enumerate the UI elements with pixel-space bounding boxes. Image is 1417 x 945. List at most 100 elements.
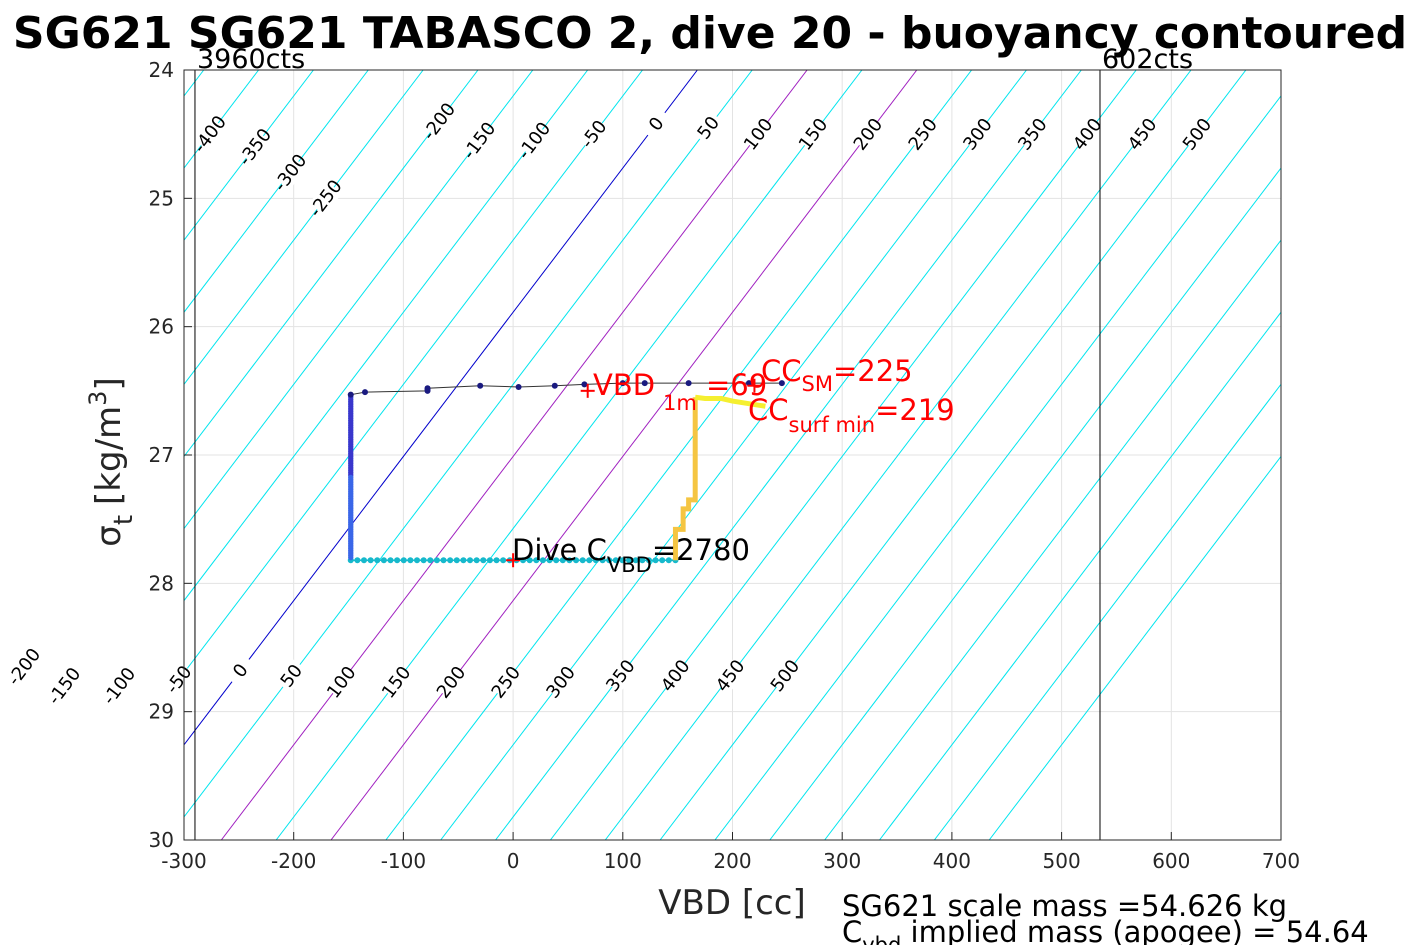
y-label-sub: t (109, 515, 139, 525)
contour-label-bg (238, 129, 272, 165)
contour-label-bg (906, 116, 940, 152)
contour-line (0, 70, 94, 840)
contour-line (714, 95, 1281, 840)
bottom-track-point (460, 557, 467, 564)
cc-sm-annotation: CCSM=225 (761, 354, 913, 396)
bottom-track-point (645, 557, 652, 564)
dive-series (347, 380, 785, 564)
contour-label-bg (489, 664, 523, 700)
contour-label-bg (224, 653, 257, 688)
bottom-track-point (553, 557, 560, 564)
bottom-track-point (367, 557, 374, 564)
contour-line (330, 70, 918, 840)
x-tick-label: 600 (1152, 849, 1190, 873)
y-tick-label: 28 (149, 571, 174, 595)
x-tick-label: 100 (604, 849, 642, 873)
y-tick-label: 25 (149, 186, 174, 210)
climb-track-point (685, 380, 692, 387)
contour-line (988, 455, 1281, 840)
contour-line (184, 70, 534, 530)
x-axis-label: VBD [cc] (658, 883, 806, 923)
contour-label-bg (324, 664, 358, 700)
contour-label-bg (1125, 116, 1159, 152)
contour-label-bg (768, 658, 802, 693)
y-tick-label: 30 (149, 828, 174, 852)
contour-label-bg (604, 658, 637, 693)
contour-label-bg (273, 155, 307, 190)
bottom-track-point (665, 557, 672, 564)
bottom-track-point (380, 557, 387, 564)
bottom-track-point (533, 557, 540, 564)
climb-track-point (641, 380, 648, 387)
contour-line (933, 383, 1281, 840)
climb-track-point (551, 382, 558, 389)
contour-label-bg (193, 116, 227, 152)
x-tick-label: 200 (713, 849, 751, 873)
contour-label: -150 (44, 664, 85, 709)
y-tick-label: 27 (149, 443, 174, 467)
climb-track-point (778, 380, 785, 387)
x-tick-label: -200 (271, 849, 316, 873)
dive-cvbd-annotation: Dive CVBD=2780 (512, 533, 750, 577)
bottom-track-point (374, 557, 381, 564)
bottom-track-point (586, 557, 593, 564)
contour-line (824, 239, 1281, 840)
bottom-track-point (427, 557, 434, 564)
x-tick-label: 500 (1043, 849, 1081, 873)
contour-label-bg (102, 668, 136, 704)
contour-label: -200 (4, 644, 45, 689)
vbd-1m-value: =69 (706, 368, 767, 402)
contour-line (184, 70, 314, 241)
contour-label-bg (434, 664, 468, 700)
x-tick-label: 300 (823, 849, 861, 873)
bottom-track-point (433, 557, 440, 564)
bottom-track-point (566, 557, 573, 564)
x-tick-label: 700 (1262, 849, 1300, 873)
contour-label-bg (796, 116, 830, 152)
bottom-track-point (639, 557, 646, 564)
y-label-unit: [kg/m (89, 406, 129, 505)
bottom-track-point (407, 557, 414, 564)
contour-label-bg (741, 116, 775, 152)
climb-track-point (745, 380, 752, 387)
contour-label-bg (1070, 116, 1104, 152)
y-label-sup: 3 (84, 391, 112, 406)
implied-mass-text: Cvbd implied mass (apogee) = 54.64 (842, 915, 1369, 945)
contour-line (184, 70, 369, 314)
contour-label-bg (577, 116, 611, 152)
bottom-track-point (480, 557, 487, 564)
contour-label-bg (1016, 116, 1049, 152)
bottom-track-point (546, 557, 553, 564)
bottom-track-point (394, 557, 401, 564)
bottom-track-point (539, 557, 546, 564)
dive-path-segment (694, 394, 766, 409)
bottom-track-point (414, 557, 421, 564)
bottom-track-point (520, 557, 527, 564)
climb-track-point (477, 382, 484, 389)
cc-surf-min-annotation: CCsurf min=219 (748, 393, 955, 437)
bottom-track-point (440, 557, 447, 564)
y-tick-label: 24 (149, 58, 174, 82)
contour-label-bg (544, 664, 578, 700)
x-tick-label: -300 (161, 849, 206, 873)
y-label-close: ] (89, 377, 129, 390)
vbd-1m-sub: 1m (663, 391, 697, 415)
bottom-track-point (559, 557, 566, 564)
contour-line (659, 70, 1247, 840)
contour-label-bg (517, 123, 551, 158)
contour-line (184, 70, 753, 818)
contour-label-bg (422, 104, 456, 139)
bottom-track-point (606, 557, 613, 564)
climb-track-point (619, 380, 626, 387)
bottom-track-point (632, 557, 639, 564)
contour-line (184, 70, 698, 746)
climb-track-point (347, 391, 354, 398)
bottom-track-point (420, 557, 427, 564)
contour-label-bg (379, 664, 413, 700)
climb-track-point (581, 381, 588, 388)
bottom-track-point (486, 557, 493, 564)
bottom-track-point (453, 557, 460, 564)
bottom-track-point (473, 557, 480, 564)
bottom-track-point (447, 557, 454, 564)
x-tick-label: 0 (507, 849, 520, 873)
